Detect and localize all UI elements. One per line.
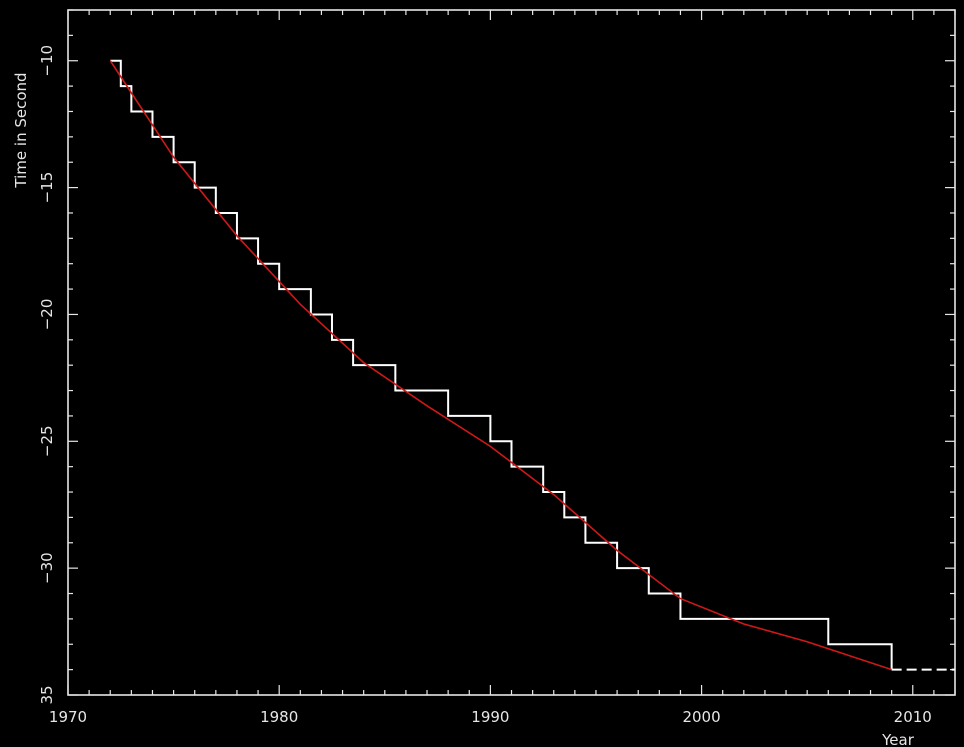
y-tick-label: −25	[38, 425, 56, 457]
x-tick-label: 1970	[49, 708, 87, 726]
trend-curve	[109, 60, 892, 671]
x-tick-label: 2000	[682, 708, 720, 726]
leap-second-step-line	[110, 59, 893, 670]
y-axis: −10 −15 −20 −25 −30 35	[38, 9, 955, 705]
x-tick-label: 1980	[260, 708, 298, 726]
x-tick-label: 2010	[894, 708, 932, 726]
y-tick-label: −10	[38, 45, 56, 77]
y-tick-label: −20	[38, 299, 56, 331]
y-tick-label: −30	[38, 552, 56, 584]
x-tick-label: 1990	[471, 708, 509, 726]
y-axis-title: Time in Second	[12, 72, 30, 188]
x-axis-title: Year	[881, 731, 915, 747]
y-tick-label: 35	[38, 685, 56, 704]
x-axis: 1970 1980 1990 2000 2010	[49, 10, 956, 726]
series-layer	[109, 59, 955, 671]
y-tick-label: −15	[38, 172, 56, 204]
